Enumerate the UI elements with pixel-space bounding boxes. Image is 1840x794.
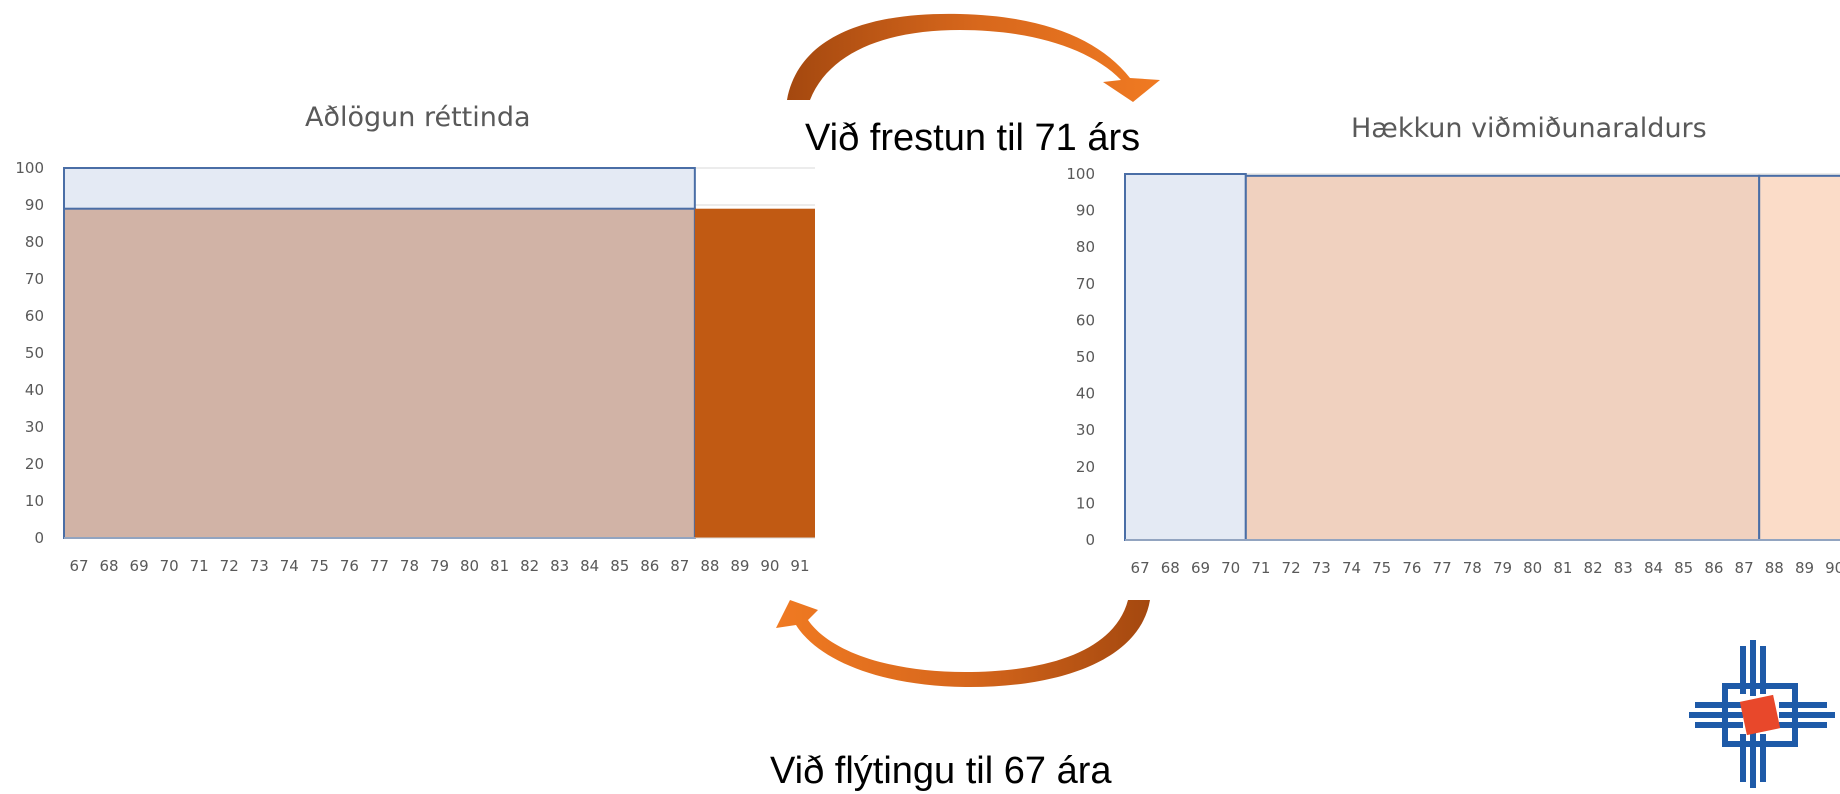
x-tick-label: 79 xyxy=(430,557,449,575)
y-tick-label: 100 xyxy=(15,159,44,177)
x-tick-label: 73 xyxy=(250,557,269,575)
x-tick-label: 88 xyxy=(700,557,719,575)
chart-haekkun-vidmidunaraldurs: 0 10 20 30 40 50 60 70 80 90 100 67 68 69 70 71 72 73 74 75… xyxy=(1066,165,1840,577)
x-tick-label: 77 xyxy=(1433,559,1452,577)
x-tick-label: 70 xyxy=(160,557,179,575)
bar-envelope xyxy=(1124,173,1247,541)
y-tick-label: 30 xyxy=(25,418,44,436)
y-tick-label: 100 xyxy=(1066,165,1095,183)
y-tick-label: 80 xyxy=(1076,238,1095,256)
x-tick-label: 80 xyxy=(460,557,479,575)
x-tick-label: 82 xyxy=(520,557,539,575)
x-tick-label: 79 xyxy=(1493,559,1512,577)
y-tick-label: 40 xyxy=(25,381,44,399)
y-tick-label: 60 xyxy=(25,307,44,325)
x-tick-label: 81 xyxy=(1553,559,1572,577)
y-tick-label: 90 xyxy=(25,196,44,214)
x-tick-label: 72 xyxy=(220,557,239,575)
bar-inner xyxy=(63,207,696,539)
x-tick-label: 77 xyxy=(370,557,389,575)
y-tick-label: 0 xyxy=(1085,531,1095,549)
x-tick-label: 89 xyxy=(1795,559,1814,577)
y-tick-label: 30 xyxy=(1076,421,1095,439)
x-tick-label: 85 xyxy=(610,557,629,575)
chart-adlogun-rettinda: 0 10 20 30 40 50 60 70 80 90 100 67 68 69 70 71 72 73 74 75… xyxy=(15,159,815,575)
x-tick-label: 84 xyxy=(1644,559,1663,577)
y-tick-label: 0 xyxy=(34,529,44,547)
x-tick-label: 81 xyxy=(490,557,509,575)
x-tick-label: 78 xyxy=(400,557,419,575)
x-tick-label: 74 xyxy=(280,557,299,575)
y-tick-label: 70 xyxy=(1076,275,1095,293)
y-tick-label: 40 xyxy=(1076,385,1095,403)
x-tick-label: 85 xyxy=(1674,559,1693,577)
bar-extension xyxy=(1758,174,1840,542)
x-tick-label: 71 xyxy=(1251,559,1270,577)
y-tick-label: 70 xyxy=(25,270,44,288)
x-tick-label: 87 xyxy=(1735,559,1754,577)
x-tick-label: 90 xyxy=(1825,559,1840,577)
x-tick-label: 71 xyxy=(190,557,209,575)
x-tick-label: 75 xyxy=(310,557,329,575)
caption-top: Við frestun til 71 árs xyxy=(805,117,1141,159)
y-tick-label: 50 xyxy=(25,344,44,362)
y-tick-label: 10 xyxy=(25,492,44,510)
x-tick-label: 69 xyxy=(130,557,149,575)
y-tick-label: 90 xyxy=(1076,202,1095,220)
chart-title-haekkun: Hækkun viðmiðunaraldurs xyxy=(1351,113,1707,144)
x-tick-label: 78 xyxy=(1463,559,1482,577)
bar-extension xyxy=(694,208,815,538)
x-tick-label: 68 xyxy=(1161,559,1180,577)
x-tick-label: 89 xyxy=(730,557,749,575)
x-tick-label: 73 xyxy=(1312,559,1331,577)
x-tick-label: 76 xyxy=(340,557,359,575)
x-tick-label: 67 xyxy=(69,557,88,575)
y-tick-label: 10 xyxy=(1076,494,1095,512)
x-tick-label: 69 xyxy=(1191,559,1210,577)
y-tick-label: 50 xyxy=(1076,348,1095,366)
x-tick-label: 75 xyxy=(1372,559,1391,577)
x-tick-label: 90 xyxy=(760,557,779,575)
y-tick-label: 80 xyxy=(25,233,44,251)
x-tick-label: 74 xyxy=(1342,559,1361,577)
cross-logo-icon xyxy=(1689,640,1835,788)
chart-title-adlogun: Aðlögun réttinda xyxy=(305,102,531,133)
x-tick-label: 82 xyxy=(1584,559,1603,577)
y-tick-label: 20 xyxy=(1076,458,1095,476)
x-tick-label: 86 xyxy=(1704,559,1723,577)
x-tick-label: 83 xyxy=(550,557,569,575)
bar-inner xyxy=(1244,174,1761,542)
x-tick-label: 72 xyxy=(1282,559,1301,577)
x-tick-label: 76 xyxy=(1402,559,1421,577)
x-tick-label: 88 xyxy=(1765,559,1784,577)
x-tick-label: 83 xyxy=(1614,559,1633,577)
x-tick-label: 68 xyxy=(100,557,119,575)
x-tick-label: 91 xyxy=(790,557,809,575)
x-tick-label: 80 xyxy=(1523,559,1542,577)
x-tick-label: 67 xyxy=(1131,559,1150,577)
x-tick-label: 87 xyxy=(670,557,689,575)
x-tick-label: 84 xyxy=(580,557,599,575)
x-tick-label: 70 xyxy=(1221,559,1240,577)
x-tick-label: 86 xyxy=(640,557,659,575)
y-tick-label: 20 xyxy=(25,455,44,473)
caption-bottom: Við flýtingu til 67 ára xyxy=(770,750,1112,792)
y-tick-label: 60 xyxy=(1076,311,1095,329)
